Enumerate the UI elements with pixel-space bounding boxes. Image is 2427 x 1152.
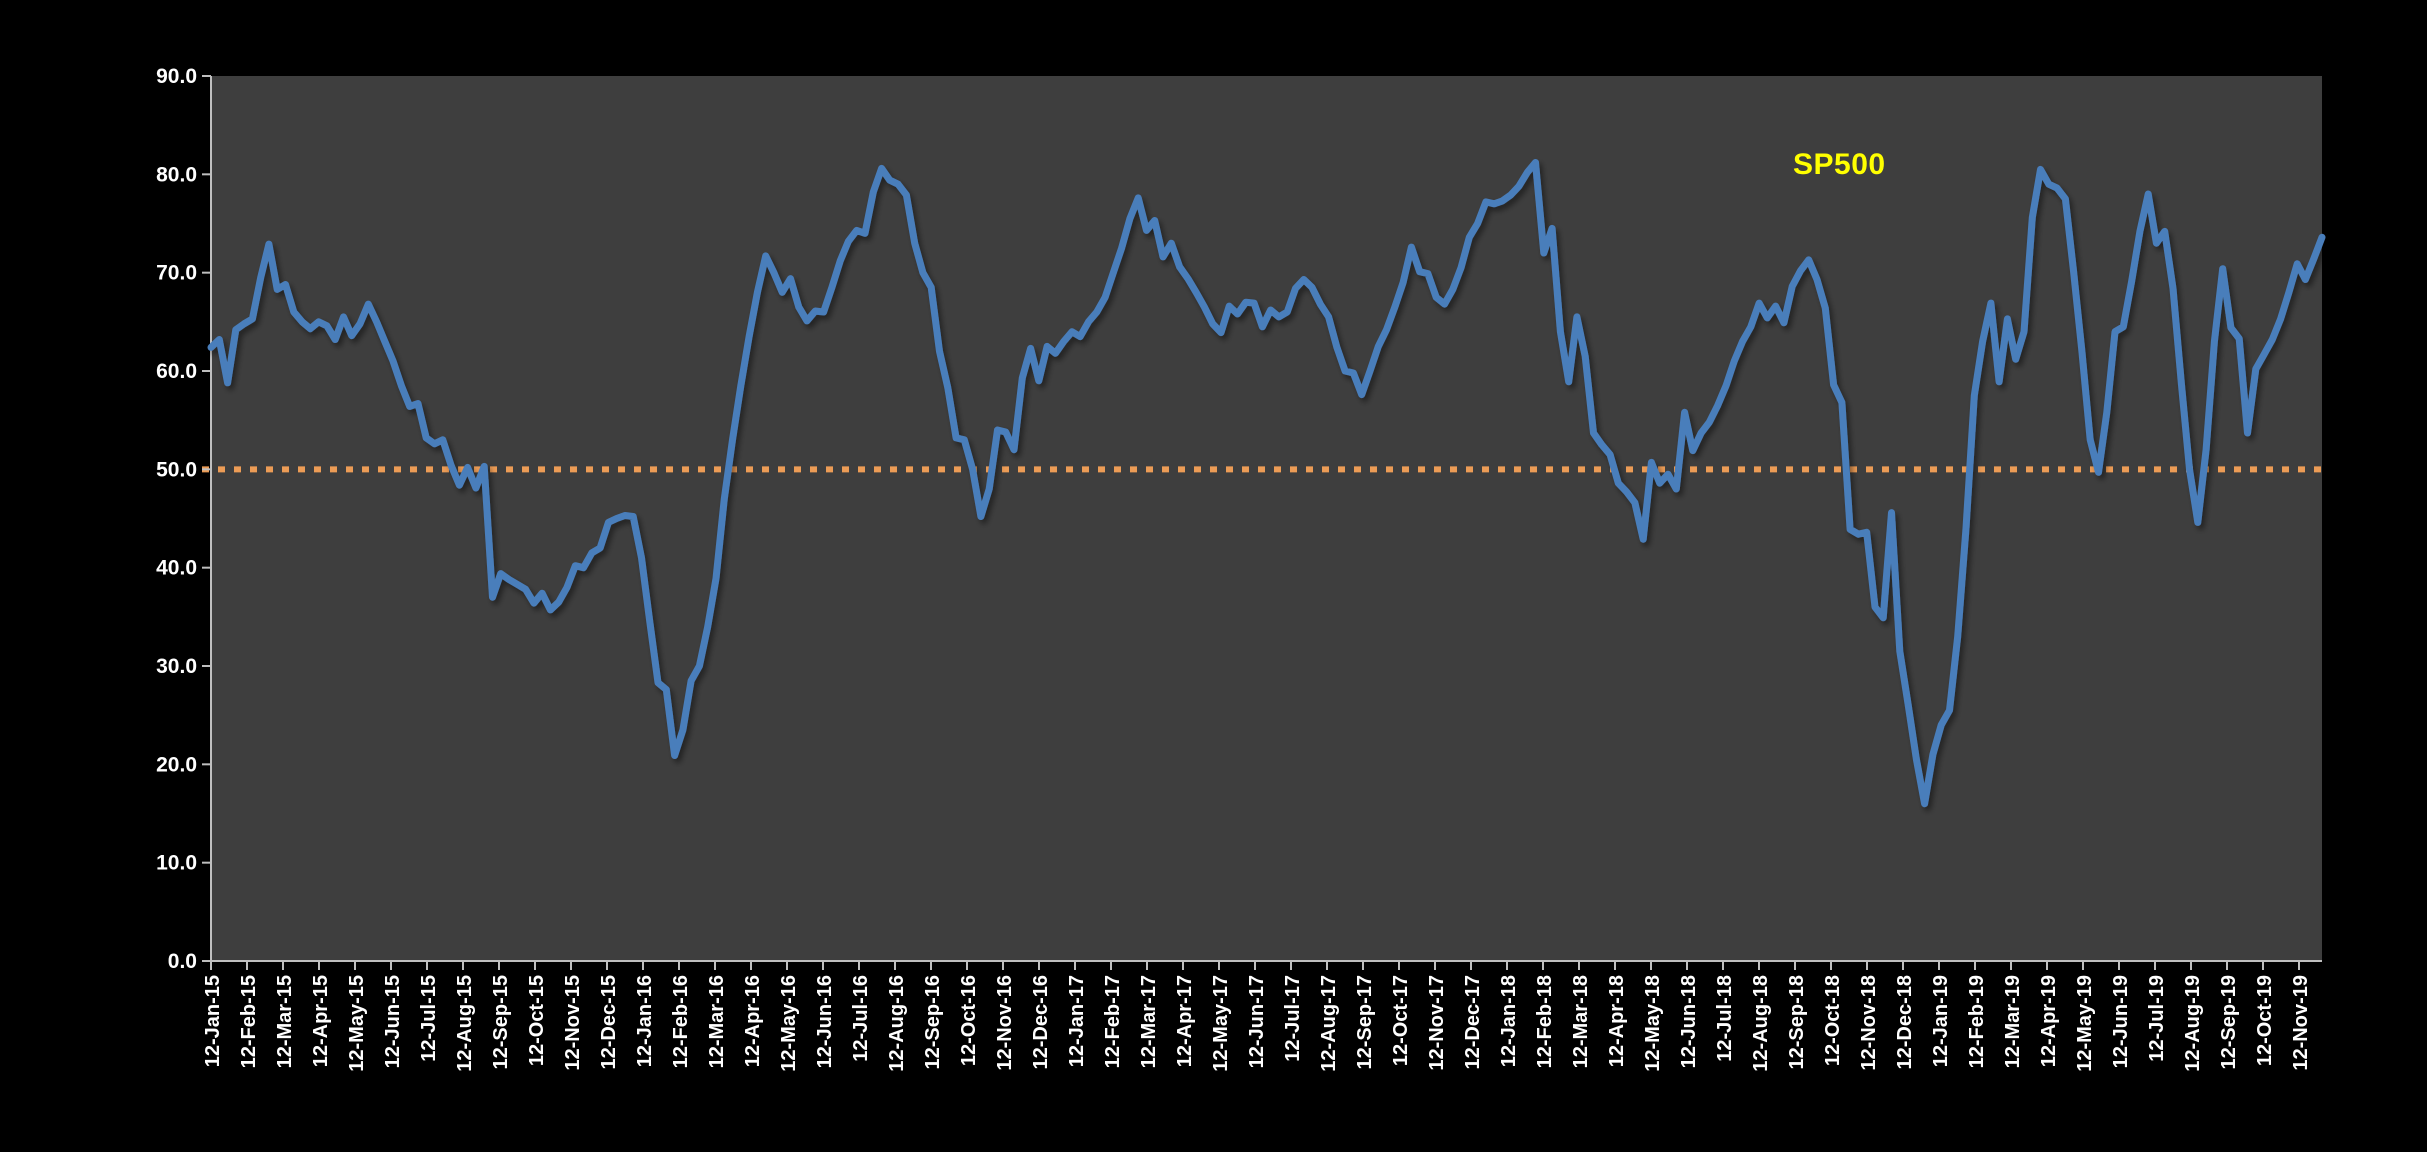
x-axis-tick-label: 12-Apr-15 (310, 975, 332, 1067)
x-axis-tick-label: 12-Dec-15 (598, 975, 620, 1070)
x-axis-tick-label: 12-Jul-17 (1282, 975, 1304, 1062)
x-axis-tick-label: 12-Sep-15 (490, 975, 512, 1070)
x-axis-tick-label: 12-Jan-19 (1930, 975, 1952, 1067)
x-axis-ticks (210, 961, 2300, 970)
y-axis-tick-label: 20.0 (156, 753, 197, 776)
x-axis-tick-label: 12-Apr-17 (1174, 975, 1196, 1067)
x-axis-tick-label: 12-Jan-18 (1498, 975, 1520, 1067)
x-axis-tick-label: 12-Nov-16 (994, 975, 1016, 1071)
x-axis-tick-label: 12-Nov-17 (1426, 975, 1448, 1071)
axes (210, 76, 2322, 962)
y-axis-ticks (202, 75, 211, 962)
x-axis-tick-label: 12-Sep-17 (1354, 975, 1376, 1070)
x-axis-tick-label: 12-Feb-18 (1534, 975, 1556, 1068)
legend-sp500: SP500 (1793, 148, 1886, 181)
x-axis-tick-label: 12-Dec-16 (1030, 975, 1052, 1070)
x-axis-tick-label: 12-Apr-18 (1606, 975, 1628, 1067)
sp500-line-series (207, 159, 2326, 808)
x-axis-tick-label: 12-Mar-17 (1138, 975, 1160, 1068)
plot-area (211, 76, 2322, 961)
x-axis-tick-label: 12-Jun-17 (1246, 975, 1268, 1068)
x-axis-tick-label: 12-Aug-17 (1318, 975, 1340, 1072)
x-axis-tick-label: 12-Apr-19 (2038, 975, 2060, 1067)
x-axis-tick-label: 12-May-18 (1642, 975, 1664, 1072)
y-axis-tick-label: 50.0 (156, 458, 197, 481)
y-axis-tick-label: 80.0 (156, 163, 197, 186)
x-axis-tick-label: 12-Oct-16 (958, 975, 980, 1066)
x-axis-tick-label: 12-Mar-18 (1570, 975, 1592, 1068)
y-axis-tick-label: 0.0 (168, 950, 197, 973)
x-axis-tick-label: 12-Nov-18 (1858, 975, 1880, 1071)
x-axis-tick-label: 12-Oct-19 (2254, 975, 2276, 1066)
y-axis-tick-label: 90.0 (156, 65, 197, 88)
x-axis-tick-label: 12-Mar-16 (706, 975, 728, 1068)
x-axis-tick-label: 12-Jan-15 (202, 975, 224, 1067)
y-axis-tick-label: 60.0 (156, 360, 197, 383)
x-axis-tick-label: 12-Jun-16 (814, 975, 836, 1068)
x-axis-tick-label: 12-Dec-18 (1894, 975, 1916, 1070)
x-axis-tick-label: 12-Jan-16 (634, 975, 656, 1067)
y-axis-tick-label: 70.0 (156, 262, 197, 285)
x-axis-tick-label: 12-Jun-15 (382, 975, 404, 1068)
x-axis-tick-label: 12-Nov-19 (2290, 975, 2312, 1071)
y-axis-labels: 90.0 80.0 70.0 60.0 50.0 40.0 30.0 20.0 10.0 0.0 (156, 65, 197, 973)
x-axis-tick-label: 12-Jun-18 (1678, 975, 1700, 1068)
x-axis-tick-label: 12-Aug-15 (454, 975, 476, 1072)
x-axis-labels: 12-Jan-15 12-Feb-15 12-Mar-15 12-Apr-15 12-M… (202, 975, 2312, 1072)
x-axis-tick-label: 12-Sep-16 (922, 975, 944, 1070)
x-axis-tick-label: 12-Jul-16 (850, 975, 872, 1062)
x-axis-tick-label: 12-Oct-17 (1390, 975, 1412, 1066)
x-axis-tick-label: 12-Mar-15 (274, 975, 296, 1068)
x-axis-tick-label: 12-Dec-17 (1462, 975, 1484, 1070)
x-axis-tick-label: 12-Nov-15 (562, 975, 584, 1071)
x-axis-tick-label: 12-Sep-18 (1786, 975, 1808, 1070)
x-axis-tick-label: 12-Jul-19 (2146, 975, 2168, 1062)
x-axis-tick-label: 12-Jul-18 (1714, 975, 1736, 1062)
x-axis-tick-label: 12-Aug-18 (1750, 975, 1772, 1072)
x-axis-tick-label: 12-Feb-19 (1966, 975, 1988, 1068)
x-axis-tick-label: 12-Oct-15 (526, 975, 548, 1066)
x-axis-tick-label: 12-Mar-19 (2002, 975, 2024, 1068)
x-axis-tick-label: 12-Feb-15 (238, 975, 260, 1068)
x-axis-tick-label: 12-May-16 (778, 975, 800, 1072)
y-axis-tick-label: 40.0 (156, 557, 197, 580)
x-axis-tick-label: 12-Jan-17 (1066, 975, 1088, 1067)
x-axis-tick-label: 12-Aug-19 (2182, 975, 2204, 1072)
x-axis-tick-label: 12-Aug-16 (886, 975, 908, 1072)
x-axis-tick-label: 12-Oct-18 (1822, 975, 1844, 1066)
x-axis-tick-label: 12-May-17 (1210, 975, 1232, 1072)
x-axis-tick-label: 12-Sep-19 (2218, 975, 2240, 1070)
x-axis-tick-label: 12-Jul-15 (418, 975, 440, 1062)
x-axis-tick-label: 12-May-15 (346, 975, 368, 1072)
x-axis-tick-label: 12-Feb-16 (670, 975, 692, 1068)
y-axis-tick-label: 30.0 (156, 655, 197, 678)
y-axis-tick-label: 10.0 (156, 852, 197, 875)
x-axis-tick-label: 12-Apr-16 (742, 975, 764, 1067)
x-axis-tick-label: 12-Jun-19 (2110, 975, 2132, 1068)
x-axis-tick-label: 12-Feb-17 (1102, 975, 1124, 1068)
x-axis-tick-label: 12-May-19 (2074, 975, 2096, 1072)
